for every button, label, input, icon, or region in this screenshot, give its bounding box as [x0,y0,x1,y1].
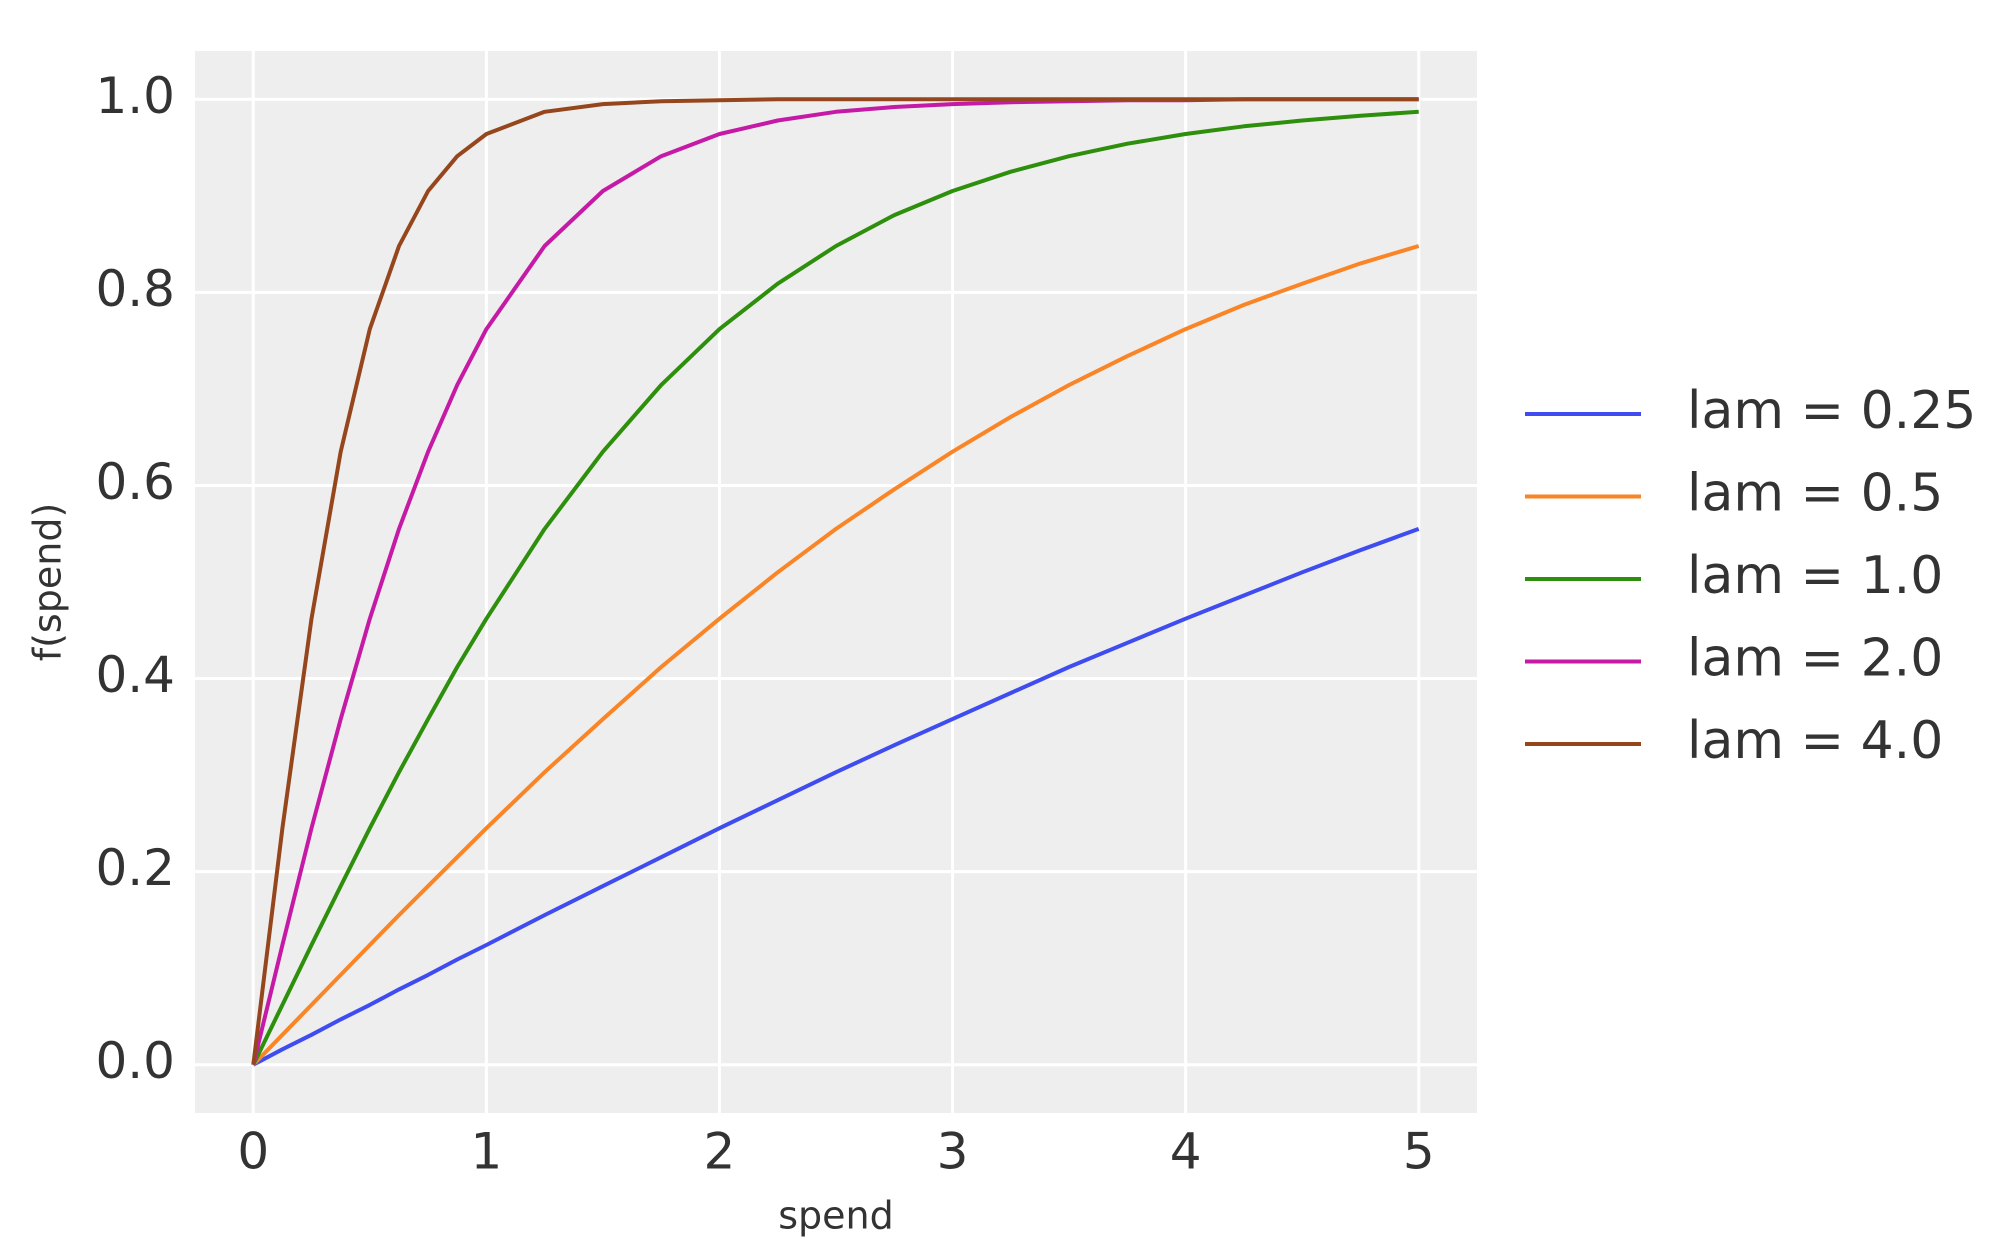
legend-label: lam = 2.0 [1687,629,1943,689]
y-axis-label: f(spend) [26,503,70,662]
y-tick-label: 0.2 [95,839,175,897]
plot-area [195,51,1477,1113]
y-tick-label: 0.8 [95,260,175,318]
x-tick-label: 2 [704,1123,736,1181]
x-tick-label: 5 [1403,1123,1435,1181]
x-tick-label: 3 [937,1123,969,1181]
x-axis-label: spend [778,1194,894,1238]
series-line [251,109,1419,1066]
series-line [252,527,1420,1067]
x-tick-label: 1 [470,1123,502,1181]
legend-label: lam = 0.5 [1687,464,1943,524]
y-tick-label: 0.6 [95,453,175,511]
legend-label: lam = 1.0 [1687,546,1943,606]
series-line [251,97,1419,1065]
x-tick-label: 4 [1170,1123,1202,1181]
y-tick-label: 1.0 [95,67,175,125]
legend-label: lam = 4.0 [1687,711,1943,771]
legend-label: lam = 0.25 [1687,381,1976,441]
series-line [251,244,1420,1067]
x-tick-label: 0 [237,1123,269,1181]
y-tick-label: 0.4 [95,646,175,704]
y-tick-label: 0.0 [95,1032,175,1090]
